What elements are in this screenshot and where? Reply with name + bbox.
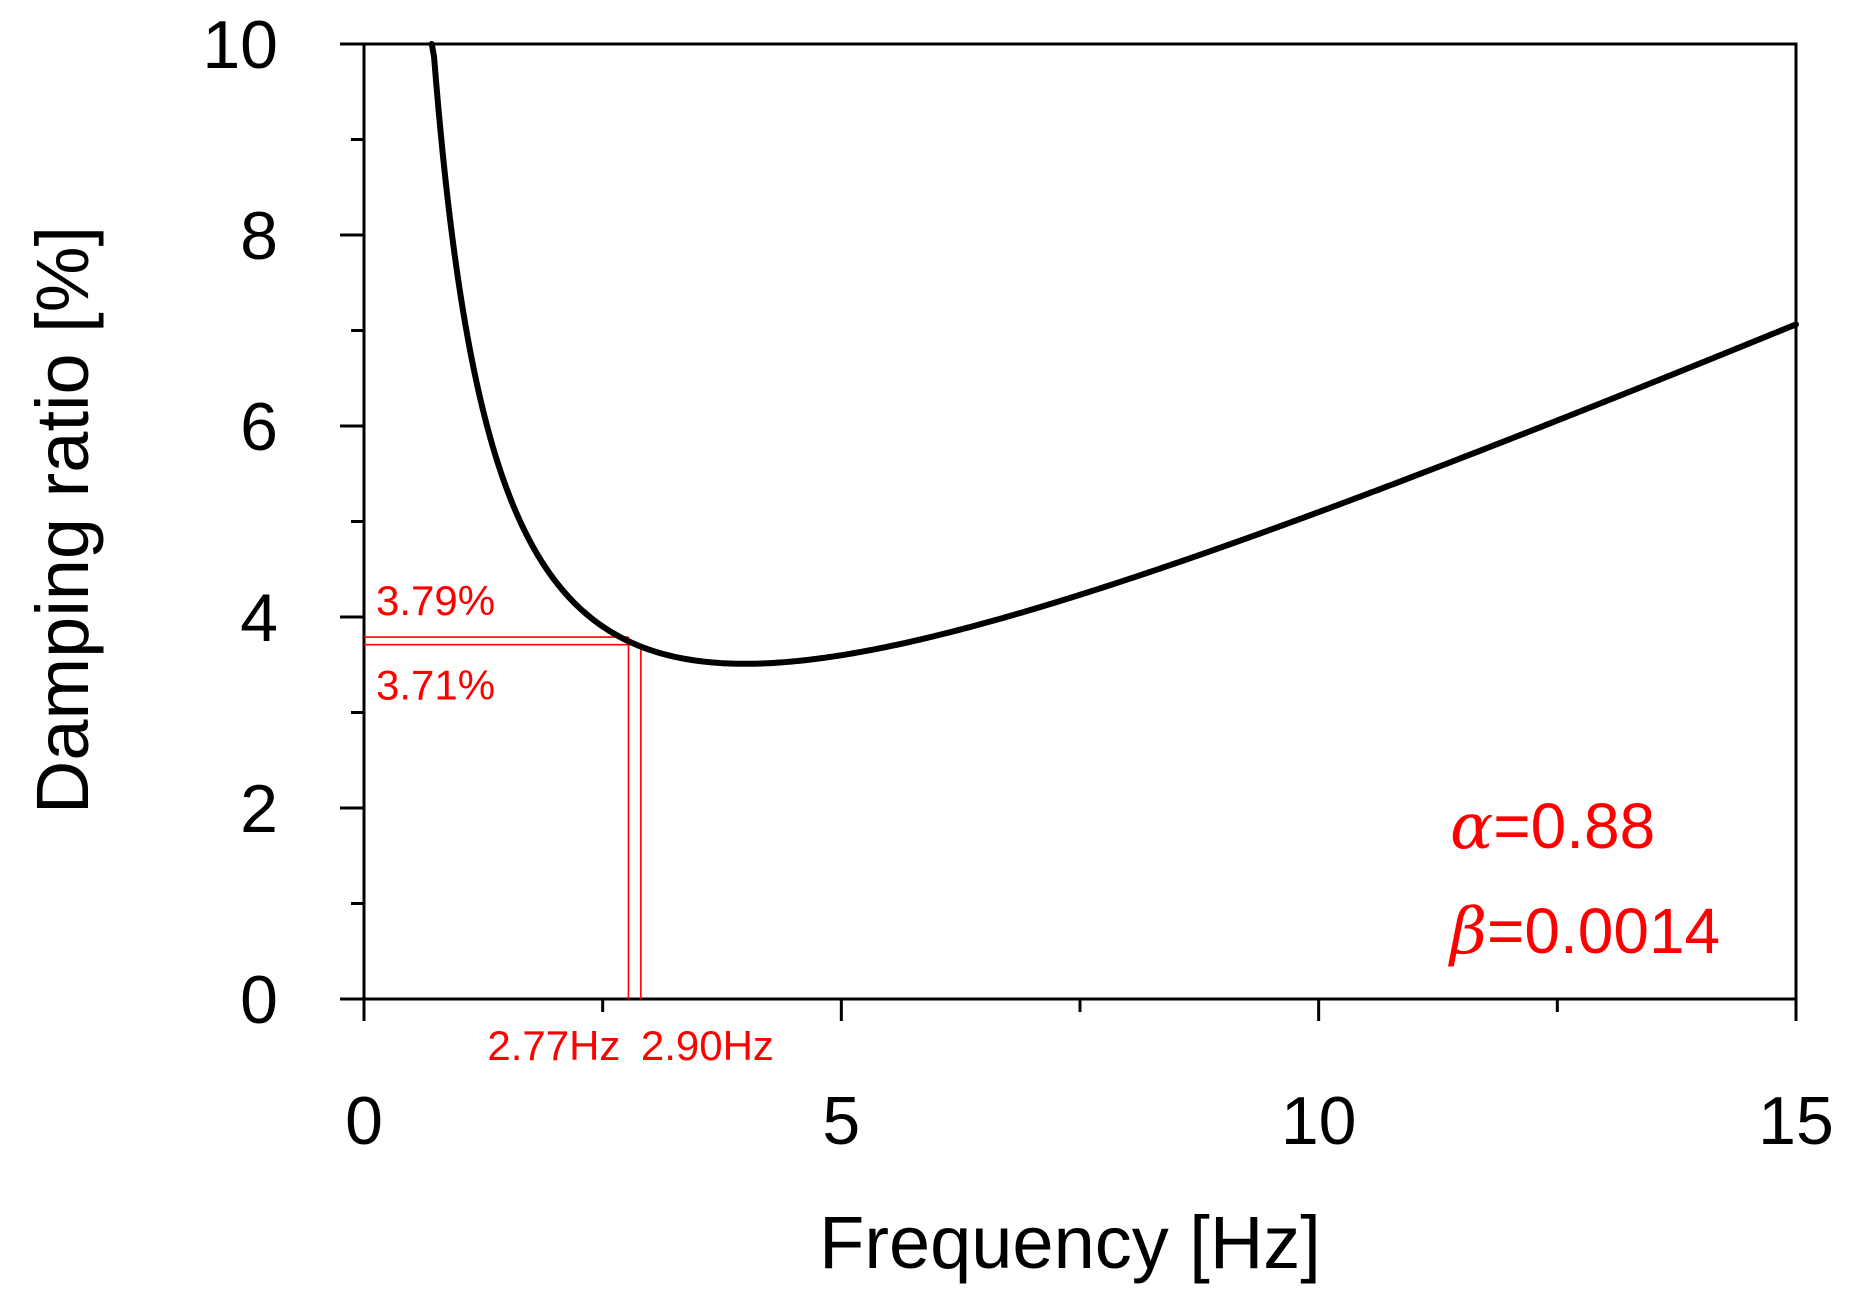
y-tick-label: 6 [240, 389, 278, 465]
damping-curve [428, 41, 1799, 667]
reference-labels: 2.77Hz 3.79% 2.90Hz 3.71% [376, 577, 774, 1069]
x-tick-label: 10 [1281, 1083, 1357, 1159]
freq-label: 2.77Hz [487, 1022, 620, 1069]
alpha-annotation: α=0.88 [1450, 790, 1655, 864]
y-tick-label: 4 [240, 580, 278, 656]
ratio-label: 3.71% [376, 662, 495, 709]
freq-label: 2.90Hz [641, 1022, 774, 1069]
y-tick-label: 10 [202, 7, 278, 83]
x-axis-ticks: 0 5 10 15 [345, 999, 1834, 1159]
y-tick-label: 0 [240, 962, 278, 1038]
x-tick-label: 15 [1758, 1083, 1834, 1159]
ratio-label: 3.79% [376, 577, 495, 624]
x-axis-label: Frequency [Hz] [819, 1201, 1321, 1284]
alpha-value: =0.88 [1493, 790, 1655, 862]
y-axis-label: Damping ratio [%] [21, 226, 104, 814]
x-tick-label: 5 [822, 1083, 860, 1159]
y-tick-label: 8 [240, 198, 278, 274]
reference-lines [364, 636, 642, 999]
beta-annotation: β=0.0014 [1448, 895, 1720, 969]
beta-value: =0.0014 [1487, 895, 1720, 967]
y-axis-ticks: 0 2 4 6 8 10 [202, 7, 364, 1038]
beta-symbol: β [1448, 895, 1487, 969]
x-tick-label: 0 [345, 1083, 383, 1159]
alpha-symbol: α [1450, 790, 1493, 864]
y-tick-label: 2 [240, 771, 278, 847]
